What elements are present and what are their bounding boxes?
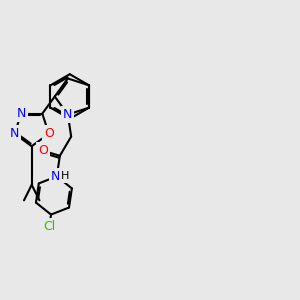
Text: H: H: [61, 171, 69, 182]
Text: O: O: [44, 127, 54, 140]
Text: N: N: [63, 108, 73, 121]
Text: O: O: [38, 144, 48, 157]
Text: N: N: [16, 107, 26, 120]
Text: N: N: [51, 170, 60, 183]
Text: Cl: Cl: [43, 220, 56, 233]
Text: N: N: [10, 127, 19, 140]
